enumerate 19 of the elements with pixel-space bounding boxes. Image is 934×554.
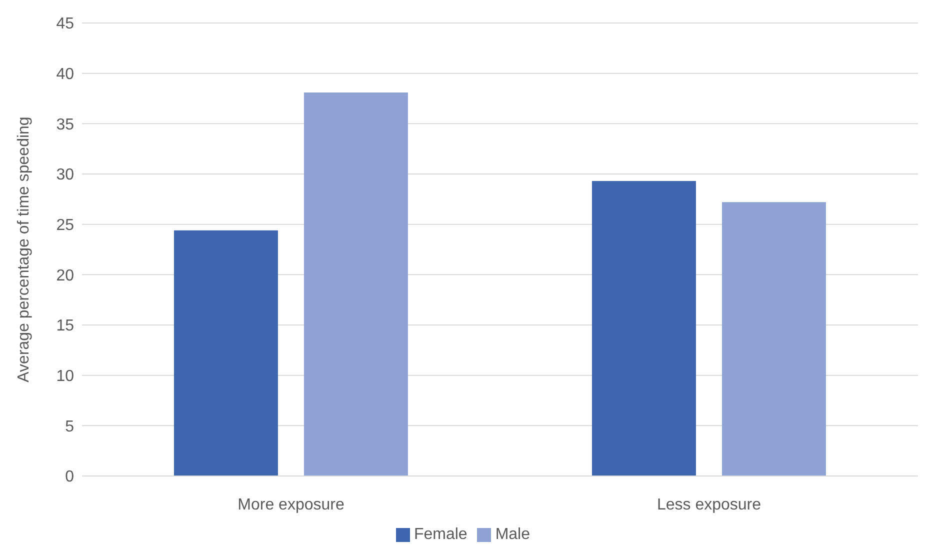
x-tick-label: Less exposure [656, 496, 762, 514]
y-tick-label: 25 [56, 217, 74, 234]
y-tick-label: 0 [65, 468, 74, 486]
y-tick-label: 45 [56, 16, 74, 33]
y-tick-label: 30 [56, 166, 74, 184]
bar [304, 92, 408, 476]
x-tick-label: More exposure [238, 496, 344, 514]
bar [174, 230, 278, 476]
y-tick-label: 5 [65, 418, 74, 436]
y-tick-label: 20 [56, 267, 74, 284]
y-tick-label: 10 [56, 368, 74, 386]
bar [592, 181, 696, 476]
bar [722, 202, 826, 476]
legend-label: Female [414, 526, 468, 543]
y-tick-label: 35 [56, 116, 74, 134]
y-tick-label: 15 [56, 318, 74, 335]
y-axis-title: Average percentage of time speeding [16, 116, 33, 382]
y-tick-label: 40 [56, 66, 74, 84]
legend-label: Male [495, 526, 530, 543]
